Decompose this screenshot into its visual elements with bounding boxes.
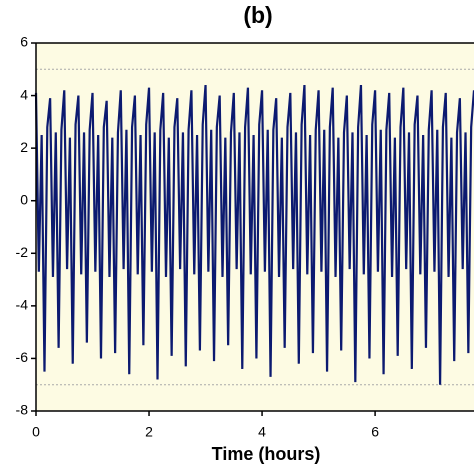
y-tick-label: 0 (20, 191, 28, 207)
x-tick-label: 0 (32, 424, 40, 440)
y-tick-label: 6 (20, 34, 28, 50)
y-tick-label: -4 (16, 297, 29, 313)
x-axis-label: Time (hours) (212, 444, 321, 464)
x-tick-label: 4 (258, 424, 266, 440)
y-tick-label: -6 (16, 349, 29, 365)
y-tick-label: 4 (20, 86, 28, 102)
x-tick-label: 6 (371, 424, 379, 440)
y-tick-label: 2 (20, 139, 28, 155)
x-tick-label: 2 (145, 424, 153, 440)
plot-layer (34, 68, 474, 386)
chart-title: (b) (243, 2, 272, 28)
signal-line (34, 84, 474, 385)
y-tick-label: -2 (16, 244, 29, 260)
y-tick-label: -8 (16, 402, 29, 418)
